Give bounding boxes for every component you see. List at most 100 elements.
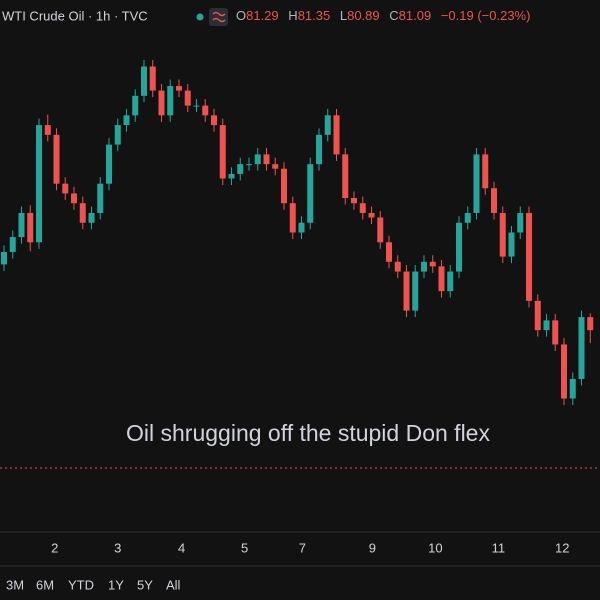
- candle-body: [106, 144, 112, 184]
- candle-body: [123, 115, 130, 126]
- candle-body: [499, 212, 506, 257]
- candle-body: [1, 252, 7, 265]
- open-value: 81.29: [246, 8, 279, 23]
- candle-body: [97, 183, 104, 213]
- candle-body: [421, 261, 427, 272]
- low-value: 80.89: [347, 8, 380, 23]
- candle-body: [246, 164, 252, 166]
- x-tick-label: 3: [114, 540, 121, 555]
- candle-body: [429, 261, 436, 267]
- candle-body: [359, 203, 366, 213]
- candle-body: [27, 212, 34, 243]
- range-toolbar: 3M 6M YTD 1Y 5Y All: [6, 577, 181, 592]
- x-tick-label: 12: [555, 540, 569, 555]
- indicator-icon[interactable]: [209, 8, 228, 26]
- candle-body: [9, 237, 16, 253]
- high-value: 81.35: [298, 8, 331, 23]
- candle-body: [158, 90, 165, 116]
- candle-body: [491, 188, 497, 213]
- candle-body: [18, 212, 25, 238]
- x-tick-label: 5: [241, 540, 248, 555]
- candle-body: [228, 173, 235, 179]
- candle-body: [263, 154, 270, 165]
- candle-body: [307, 164, 314, 223]
- ohlc-label: L: [340, 8, 347, 23]
- candle-body: [289, 203, 296, 233]
- annotation: Oil shrugging off the stupid Don flex: [126, 420, 490, 446]
- candle-body: [176, 86, 182, 91]
- x-tick-label: 11: [492, 540, 506, 555]
- candle-body: [53, 134, 60, 184]
- candle-body: [211, 115, 217, 126]
- candle-body: [412, 271, 419, 311]
- candle-body: [543, 320, 550, 331]
- candle-body: [254, 154, 261, 165]
- range-button[interactable]: YTD: [68, 577, 94, 592]
- candle-body: [386, 242, 392, 262]
- candle-body: [36, 125, 42, 243]
- candle-body: [464, 212, 471, 223]
- ohlc-label: O: [236, 8, 246, 23]
- candle-body: [517, 212, 524, 233]
- candle-body: [561, 344, 567, 399]
- candle-body: [219, 125, 226, 179]
- range-button[interactable]: 3M: [6, 577, 24, 592]
- ohlc-values: O81.29 H81.35 L80.89 C81.09 −0.19 (−0.23…: [236, 8, 530, 23]
- chart-title: WTI Crude Oil · 1h · TVC: [2, 8, 148, 23]
- candle-body: [473, 154, 480, 213]
- candle-body: [272, 164, 279, 169]
- candle-body: [193, 105, 200, 107]
- candle-body: [456, 222, 462, 272]
- candle-body: [237, 164, 244, 174]
- close-value: 81.09: [399, 8, 432, 23]
- candle-body: [587, 317, 594, 331]
- candle-body: [281, 168, 287, 204]
- range-button[interactable]: 5Y: [137, 577, 153, 592]
- candle-body: [377, 217, 384, 243]
- x-tick-label: 9: [369, 540, 376, 555]
- range-button[interactable]: 1Y: [108, 577, 124, 592]
- ohlc-label: H: [288, 8, 297, 23]
- candle-body: [368, 212, 375, 218]
- candle-body: [141, 66, 147, 96]
- x-tick-label: 4: [178, 540, 185, 555]
- x-tick-label: 2: [51, 540, 58, 555]
- range-button[interactable]: All: [166, 577, 181, 592]
- candle-body: [342, 154, 349, 198]
- candle-body: [316, 134, 322, 165]
- candle-body: [552, 320, 559, 345]
- candle-body: [569, 378, 576, 399]
- candle-body: [351, 198, 357, 204]
- x-axis: 2 3 4 5 7 9 10 11 12: [51, 540, 569, 555]
- candle-body: [482, 154, 489, 189]
- candle-body: [403, 271, 410, 311]
- candle-body: [578, 317, 585, 379]
- x-tick-label: 7: [299, 540, 306, 555]
- candle-body: [394, 261, 401, 272]
- indicator-glyph: [212, 11, 226, 23]
- ohlc-label: C: [389, 8, 398, 23]
- candle-body: [447, 271, 454, 292]
- candle-body: [324, 115, 331, 135]
- x-tick-label: 10: [428, 540, 442, 555]
- candle-body: [71, 193, 77, 204]
- candle-body: [438, 266, 445, 292]
- candle-body: [167, 86, 174, 116]
- candle-body: [62, 183, 69, 194]
- candle-body: [526, 212, 532, 301]
- range-button[interactable]: 6M: [36, 577, 54, 592]
- candle-body: [184, 90, 191, 106]
- candle-body: [132, 95, 139, 116]
- change-value: −0.19 (−0.23%): [441, 8, 531, 23]
- candle-body: [114, 125, 121, 145]
- candle-body: [333, 115, 340, 155]
- candles: [1, 60, 594, 405]
- candle-body: [202, 105, 209, 116]
- candle-body: [508, 232, 515, 257]
- candle-body: [44, 125, 51, 135]
- candle-body: [534, 300, 541, 331]
- candle-body: [298, 222, 305, 233]
- candle-body: [88, 212, 95, 223]
- candle-body: [79, 203, 86, 223]
